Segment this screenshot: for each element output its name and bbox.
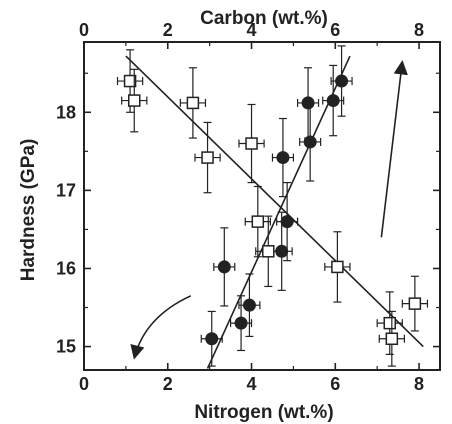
data-point-carbon [383,316,396,330]
data-point-nitrogen [280,215,294,229]
x-tick-label-top: 0 [79,20,89,40]
top-axis-label: Carbon (wt.%) [200,8,328,29]
trend-arrow-up [380,60,408,238]
bottom-axis-label: Nitrogen (wt.%) [194,402,333,423]
fit-line-1 [125,55,424,348]
x-tick-label-top: 8 [414,20,424,40]
data-point-nitrogen [234,316,248,330]
data-point-carbon [128,94,141,107]
data-point-carbon [251,215,265,228]
data-point-carbon [186,96,200,110]
data-point-nitrogen [242,298,256,312]
x-tick-label-bottom: 2 [163,374,173,394]
trend-arrow-down [130,295,192,360]
data-point-nitrogen [335,74,349,88]
data-point-carbon [123,74,137,88]
x-tick-label-bottom: 4 [247,374,257,394]
data-point-nitrogen [303,135,317,149]
axes: 0 2 4 6 8 0 2 4 6 8 15 16 17 18 [56,20,441,394]
data-point-nitrogen [217,260,231,274]
data-point-carbon [262,245,275,258]
x-tick-label-bottom: 6 [330,374,340,394]
data-point-carbon [201,151,214,164]
y-tick-label: 17 [56,180,76,200]
data-point-carbon [245,137,258,150]
data-point-nitrogen [326,94,340,108]
data-point-nitrogen [276,151,290,165]
data-point-carbon [408,297,422,310]
plot-frame [83,41,441,371]
x-tick-label-top: 6 [330,20,340,40]
x-tick-label-bottom: 0 [79,374,89,394]
data-point-carbon [331,260,344,274]
y-tick-label: 15 [56,337,76,357]
x-tick-label-bottom: 8 [414,374,424,394]
data-point-nitrogen [275,244,289,258]
y-axis-label: Hardness (GPa) [18,139,39,282]
data-point-carbon [385,332,399,346]
y-tick-label: 18 [56,102,76,122]
data-point-nitrogen [205,332,219,346]
x-tick-label-top: 4 [247,20,257,40]
x-tick-label-top: 2 [163,20,173,40]
y-tick-label: 16 [56,258,76,278]
plot-area [116,45,429,369]
